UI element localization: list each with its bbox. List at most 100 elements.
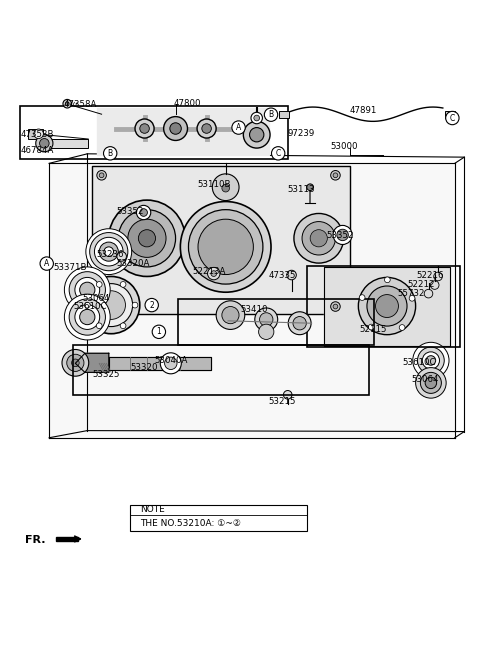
- Circle shape: [216, 301, 245, 329]
- Text: 47358A: 47358A: [63, 100, 97, 109]
- Polygon shape: [109, 357, 211, 369]
- Circle shape: [90, 233, 128, 271]
- Circle shape: [331, 171, 340, 180]
- Text: 52115: 52115: [360, 325, 387, 334]
- Text: 53040A: 53040A: [154, 356, 188, 365]
- Text: 53320: 53320: [130, 363, 158, 372]
- Circle shape: [337, 229, 348, 241]
- Circle shape: [426, 356, 436, 365]
- Circle shape: [409, 295, 415, 301]
- Text: 53410: 53410: [240, 305, 267, 314]
- Text: 53610C: 53610C: [402, 358, 436, 367]
- Text: B: B: [268, 110, 274, 119]
- Circle shape: [97, 302, 107, 312]
- Text: 47353B: 47353B: [21, 130, 54, 139]
- Circle shape: [86, 229, 132, 275]
- Circle shape: [96, 281, 102, 287]
- Text: A: A: [44, 259, 49, 268]
- Circle shape: [333, 304, 338, 309]
- Circle shape: [399, 325, 405, 331]
- Text: 53236: 53236: [97, 251, 124, 260]
- Circle shape: [251, 112, 263, 124]
- Circle shape: [416, 367, 446, 398]
- Text: 53320A: 53320A: [116, 259, 149, 268]
- Circle shape: [420, 373, 442, 394]
- Circle shape: [222, 306, 239, 323]
- Text: 55732: 55732: [397, 289, 425, 298]
- Circle shape: [211, 271, 216, 276]
- Text: C: C: [450, 113, 455, 123]
- Circle shape: [64, 267, 110, 313]
- Circle shape: [164, 117, 188, 140]
- Circle shape: [99, 242, 118, 261]
- Circle shape: [302, 222, 336, 255]
- Bar: [21, 106, 288, 159]
- Text: 47891: 47891: [350, 106, 377, 115]
- Circle shape: [264, 108, 278, 121]
- Circle shape: [367, 286, 407, 326]
- Circle shape: [72, 359, 79, 367]
- Text: 53000: 53000: [331, 142, 358, 151]
- Circle shape: [75, 304, 100, 329]
- Text: 53215: 53215: [269, 396, 296, 405]
- Text: 53610C: 53610C: [73, 302, 107, 311]
- Text: 2: 2: [149, 300, 154, 310]
- Text: 53064: 53064: [412, 375, 439, 384]
- Circle shape: [118, 210, 176, 267]
- Circle shape: [34, 129, 43, 138]
- Circle shape: [69, 299, 106, 335]
- Circle shape: [84, 302, 90, 308]
- Circle shape: [293, 317, 306, 330]
- Circle shape: [145, 298, 158, 312]
- Circle shape: [40, 257, 53, 270]
- Bar: [28, 129, 43, 139]
- Circle shape: [424, 289, 433, 298]
- Circle shape: [132, 302, 138, 308]
- Text: 53110B: 53110B: [197, 180, 230, 190]
- Circle shape: [422, 352, 440, 369]
- Circle shape: [287, 270, 296, 280]
- Polygon shape: [97, 108, 269, 155]
- Circle shape: [135, 119, 154, 138]
- Text: 52216: 52216: [417, 271, 444, 280]
- Text: NOTE: NOTE: [140, 505, 165, 514]
- Circle shape: [260, 313, 273, 326]
- Circle shape: [189, 210, 263, 284]
- Circle shape: [80, 310, 95, 325]
- Circle shape: [83, 276, 140, 334]
- Circle shape: [97, 171, 107, 180]
- Polygon shape: [75, 354, 109, 373]
- Circle shape: [197, 119, 216, 138]
- Circle shape: [80, 282, 95, 297]
- Circle shape: [202, 124, 211, 133]
- Circle shape: [128, 219, 166, 257]
- Text: B: B: [108, 149, 113, 158]
- Text: 53371B: 53371B: [54, 263, 87, 272]
- Circle shape: [117, 252, 126, 261]
- Circle shape: [160, 353, 181, 374]
- Text: 47800: 47800: [173, 99, 201, 108]
- Circle shape: [36, 134, 53, 152]
- Circle shape: [69, 272, 106, 308]
- Circle shape: [67, 354, 84, 371]
- Text: 52213A: 52213A: [192, 267, 226, 276]
- Bar: [73, 344, 369, 395]
- Text: THE NO.53210A: ①~②: THE NO.53210A: ①~②: [140, 519, 241, 527]
- Polygon shape: [324, 267, 450, 346]
- Circle shape: [375, 295, 398, 318]
- Circle shape: [198, 219, 253, 275]
- Circle shape: [434, 272, 443, 281]
- Circle shape: [170, 123, 181, 134]
- Text: 53325: 53325: [92, 370, 120, 379]
- Circle shape: [212, 174, 239, 201]
- Circle shape: [413, 342, 449, 379]
- Circle shape: [359, 277, 416, 335]
- Circle shape: [272, 147, 285, 160]
- Circle shape: [310, 230, 327, 247]
- Circle shape: [165, 357, 177, 369]
- Circle shape: [418, 347, 444, 374]
- Circle shape: [138, 230, 156, 247]
- Text: FR.: FR.: [25, 535, 46, 545]
- Circle shape: [255, 308, 278, 331]
- Circle shape: [63, 100, 72, 108]
